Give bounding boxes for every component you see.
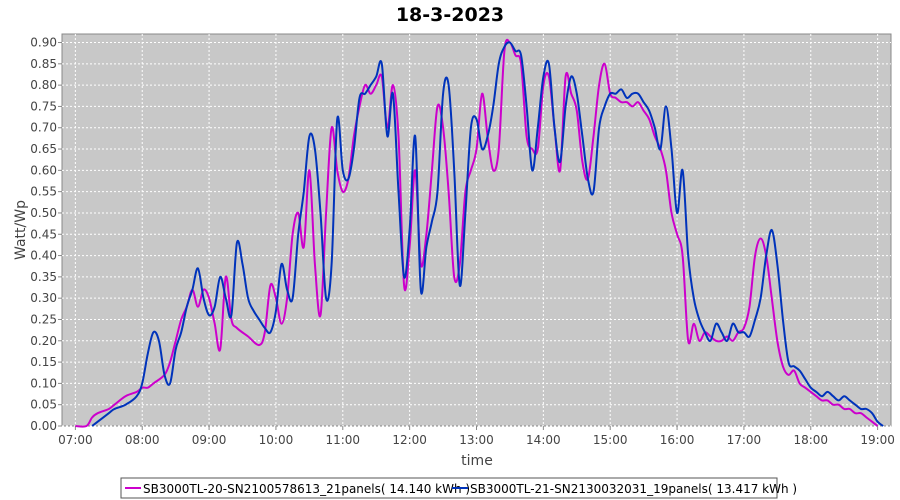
x-tick-label: 12:00 <box>392 433 427 447</box>
x-tick-label: 07:00 <box>58 433 93 447</box>
y-tick-label: 0.65 <box>30 142 57 156</box>
grid-lines <box>62 34 891 427</box>
series-line-2 <box>91 41 884 427</box>
legend-label-series-2: SB3000TL-21-SN2130032031_19panels( 13.41… <box>470 482 797 496</box>
y-tick-label: 0.80 <box>30 78 57 92</box>
y-tick-label: 0.70 <box>30 121 57 135</box>
y-tick-label: 0.45 <box>30 227 57 241</box>
x-tick-label: 08:00 <box>125 433 160 447</box>
y-tick-label: 0.20 <box>30 334 57 348</box>
legend: SB3000TL-20-SN2100578613_21panels( 14.14… <box>120 477 797 499</box>
y-tick-label: 0.90 <box>30 36 57 50</box>
x-tick-label: 10:00 <box>259 433 294 447</box>
x-tick-label: 16:00 <box>660 433 695 447</box>
x-tick-label: 18:00 <box>793 433 828 447</box>
chart-title: 18-3-2023 <box>396 4 504 26</box>
y-tick-label: 0.60 <box>30 163 57 177</box>
y-tick-label: 0.50 <box>30 206 57 220</box>
y-axis-ticks: 0.00 0.05 0.10 0.15 0.20 0.25 0.30 0.35 0.40 0.45… <box>30 36 62 433</box>
legend-box <box>120 477 778 499</box>
x-tick-label: 13:00 <box>459 433 494 447</box>
x-axis-ticks: 07:00 08:00 09:00 10:00 11:00 12:00 13:00 14:00… <box>58 426 895 447</box>
x-tick-label: 14:00 <box>526 433 561 447</box>
y-tick-label: 0.75 <box>30 99 57 113</box>
y-axis-label: Watt/Wp <box>13 200 29 260</box>
series-lines <box>75 38 884 428</box>
y-tick-label: 0.30 <box>30 291 57 305</box>
y-tick-label: 0.15 <box>30 355 57 369</box>
x-tick-label: 17:00 <box>727 433 762 447</box>
x-tick-label: 19:00 <box>860 433 895 447</box>
y-tick-label: 0.85 <box>30 57 57 71</box>
x-tick-label: 11:00 <box>325 433 360 447</box>
legend-label-series-1: SB3000TL-20-SN2100578613_21panels( 14.14… <box>143 482 470 496</box>
y-tick-label: 0.25 <box>30 312 57 326</box>
y-tick-label: 0.55 <box>30 185 57 199</box>
x-tick-label: 09:00 <box>192 433 227 447</box>
x-tick-label: 15:00 <box>593 433 628 447</box>
y-tick-label: 0.05 <box>30 398 57 412</box>
y-tick-label: 0.35 <box>30 270 57 284</box>
y-tick-label: 0.40 <box>30 249 57 263</box>
y-tick-label: 0.00 <box>30 419 57 433</box>
x-axis-label: time <box>461 453 493 469</box>
series-line-1 <box>75 38 879 428</box>
y-tick-label: 0.10 <box>30 376 57 390</box>
